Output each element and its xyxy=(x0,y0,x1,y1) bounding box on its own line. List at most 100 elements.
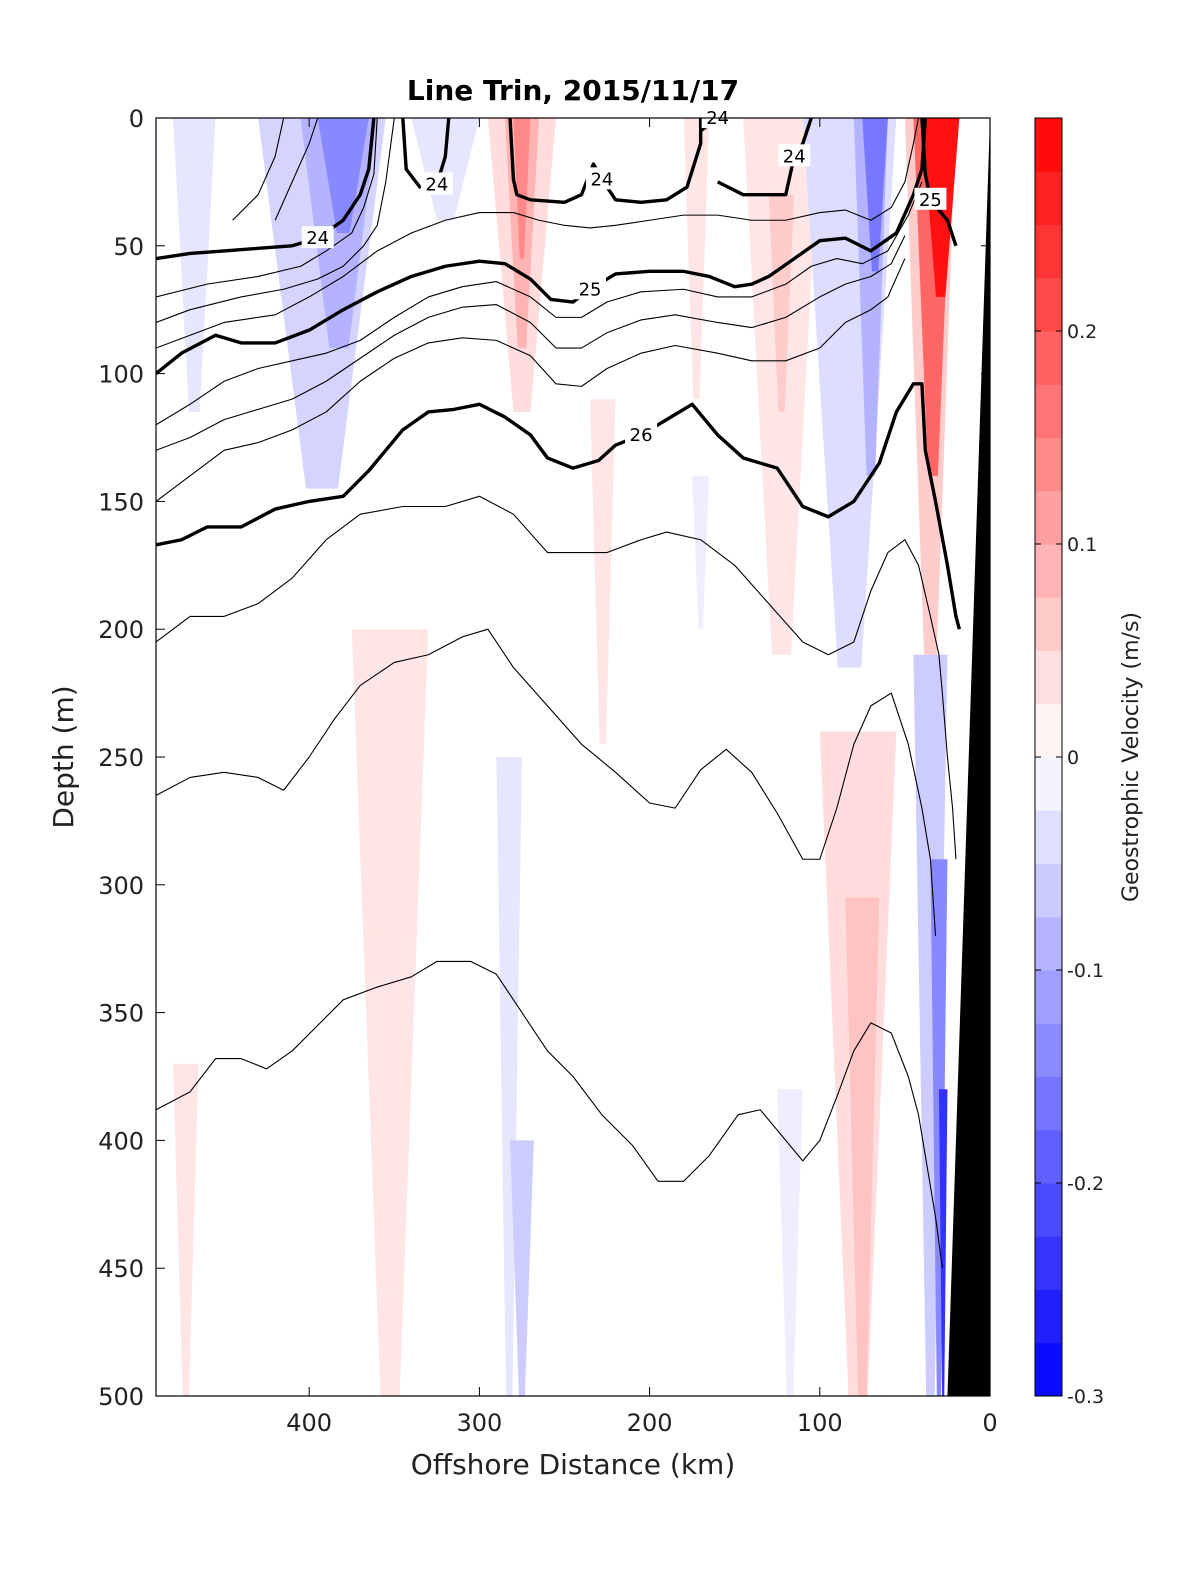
x-tick-label: 300 xyxy=(456,1409,502,1437)
velocity-patch xyxy=(411,118,480,221)
velocity-patch xyxy=(590,399,616,745)
chart-title: Line Trin, 2015/11/17 xyxy=(407,74,739,107)
contour-label-bg xyxy=(301,226,334,249)
isopycnal-thin xyxy=(156,181,923,426)
colorbar-band xyxy=(1035,650,1062,705)
contour-label-bg xyxy=(574,277,607,300)
isopycnal-thin xyxy=(156,628,937,936)
colorbar-band xyxy=(1035,277,1062,332)
contour-label-bg xyxy=(625,422,658,445)
colorbar-tick-label: -0.2 xyxy=(1067,1173,1104,1195)
isopycnal-thin xyxy=(156,495,957,860)
colorbar-band xyxy=(1035,970,1062,1024)
contour-label: 24 xyxy=(425,174,448,195)
velocity-patch xyxy=(351,629,429,1396)
colorbar-band xyxy=(1035,1129,1062,1184)
colorbar-band xyxy=(1035,171,1062,225)
colorbar-band xyxy=(1035,1236,1062,1290)
y-tick-label: 350 xyxy=(98,1000,144,1028)
colorbar-band xyxy=(1035,703,1062,758)
y-tick-label: 100 xyxy=(98,361,144,389)
colorbar-band xyxy=(1035,597,1062,651)
colorbar-band xyxy=(1035,1023,1062,1077)
isopycnal-thin xyxy=(156,960,943,1269)
y-tick-label: 250 xyxy=(98,744,144,772)
isopycnal-thin xyxy=(156,258,906,502)
contour-label: 24 xyxy=(306,228,329,249)
velocity-patch xyxy=(513,118,531,259)
y-tick-label: 200 xyxy=(98,616,144,644)
velocity-patch xyxy=(913,654,948,1396)
contour-label: 24 xyxy=(783,146,806,167)
isopycnal-thin xyxy=(156,118,920,349)
y-tick-label: 500 xyxy=(98,1383,144,1411)
colorbar-band xyxy=(1035,916,1062,971)
colorbar-tick-label: 0 xyxy=(1067,747,1079,769)
velocity-patch xyxy=(862,118,888,272)
isopycnal-thin xyxy=(156,118,395,323)
colorbar-band xyxy=(1035,1076,1062,1131)
y-axis: 0 50 100 150 200 250 300 350 400 450 500 xyxy=(98,105,990,1411)
colorbar-band xyxy=(1035,118,1062,172)
y-tick-label: 300 xyxy=(98,872,144,900)
colorbar-band xyxy=(1035,490,1062,545)
colorbar-axis: -0.3 -0.2 -0.1 0 0.1 0.2 xyxy=(1035,321,1104,1408)
x-tick-label: 100 xyxy=(797,1409,843,1437)
colorbar-band xyxy=(1035,224,1062,279)
colorbar-tick-label: -0.3 xyxy=(1067,1386,1104,1408)
isopycnal-thin xyxy=(156,235,906,451)
velocity-patch xyxy=(777,1089,803,1396)
x-axis-label: Offshore Distance (km) xyxy=(411,1448,736,1481)
contour-label: 25 xyxy=(919,190,942,211)
y-tick-label: 400 xyxy=(98,1127,144,1155)
contour-label-bg xyxy=(585,167,618,190)
velocity-patch xyxy=(510,1140,534,1396)
velocity-patch xyxy=(496,757,522,1396)
colorbar-band xyxy=(1035,331,1062,385)
colorbar-band xyxy=(1035,384,1062,438)
contour-label-bg xyxy=(701,106,734,128)
colorbar-band xyxy=(1035,437,1062,492)
velocity-patch xyxy=(845,897,880,1396)
velocity-patch xyxy=(768,194,795,412)
contour-label-bg xyxy=(778,144,811,167)
x-tick-label: 200 xyxy=(627,1409,673,1437)
colorbar xyxy=(1034,117,1063,1397)
contour-label: 26 xyxy=(630,425,653,446)
y-axis-label: Depth (m) xyxy=(47,685,80,828)
seafloor-topography xyxy=(947,118,990,1396)
velocity-patch xyxy=(692,475,710,630)
contour-label-bg xyxy=(420,172,453,195)
colorbar-band xyxy=(1035,1183,1062,1237)
colorbar-tick-label: 0.1 xyxy=(1067,534,1097,556)
x-axis: 400 300 200 100 0 xyxy=(286,118,998,1437)
contour-label: 24 xyxy=(590,169,613,190)
contour-label-bg xyxy=(914,187,947,210)
velocity-patch xyxy=(173,1063,199,1396)
velocity-patch xyxy=(317,118,369,234)
colorbar-label: Geostrophic Velocity (m/s) xyxy=(1119,612,1144,902)
y-tick-label: 50 xyxy=(113,233,144,261)
contour-label: 25 xyxy=(579,279,602,300)
isopycnal-thin xyxy=(274,118,319,221)
colorbar-band xyxy=(1035,863,1062,918)
velocity-field xyxy=(173,118,960,1396)
y-tick-label: 0 xyxy=(129,105,144,133)
colorbar-tick-label: -0.1 xyxy=(1067,960,1104,982)
y-tick-label: 450 xyxy=(98,1255,144,1283)
colorbar-band xyxy=(1035,757,1062,811)
colorbar-band xyxy=(1035,544,1062,598)
colorbar-tick-label: 0.2 xyxy=(1067,321,1097,343)
isopycnal-thin xyxy=(156,118,378,298)
colorbar-band xyxy=(1035,810,1062,864)
velocity-patch xyxy=(173,118,216,412)
seafloor-mask xyxy=(947,118,990,1396)
velocity-patch xyxy=(938,1089,948,1396)
isopycnal-thin xyxy=(232,118,285,221)
colorbar-band xyxy=(1035,1342,1062,1397)
velocity-patch xyxy=(930,859,948,1396)
colorbar-band xyxy=(1035,1289,1062,1344)
